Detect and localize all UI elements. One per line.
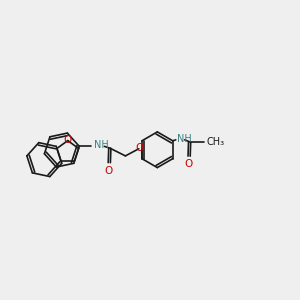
Text: NH: NH: [177, 134, 191, 144]
Text: O: O: [64, 135, 72, 145]
Text: CH₃: CH₃: [207, 137, 225, 147]
Text: O: O: [184, 159, 192, 169]
Text: NH: NH: [94, 140, 109, 150]
Text: O: O: [104, 166, 112, 176]
Text: O: O: [136, 143, 144, 153]
